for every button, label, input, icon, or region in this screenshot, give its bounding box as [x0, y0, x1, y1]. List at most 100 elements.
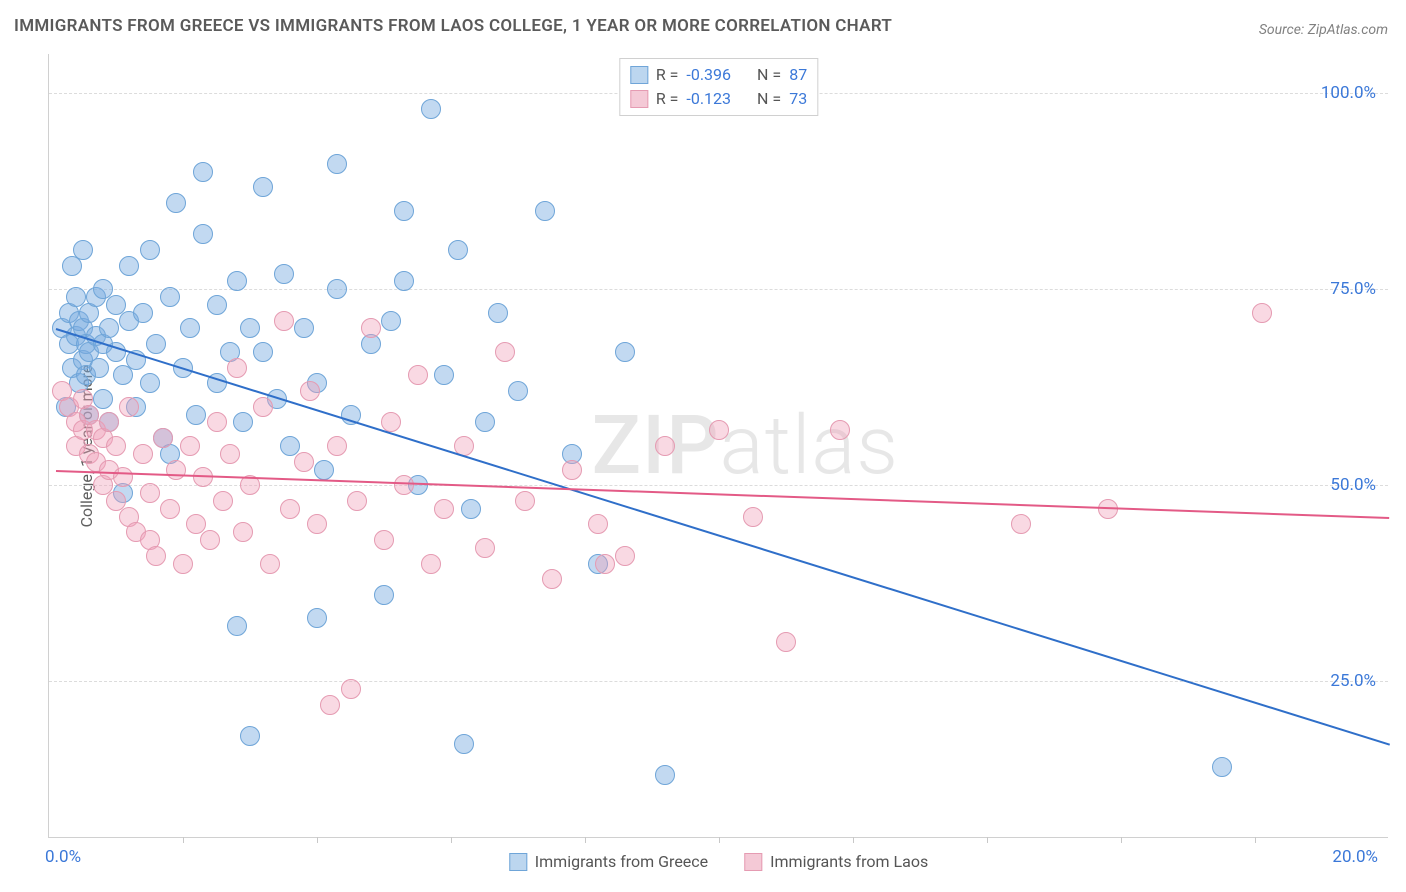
x-tick-mark: [183, 837, 184, 843]
scatter-point: [133, 444, 153, 464]
scatter-point: [394, 475, 414, 495]
swatch-laos: [630, 90, 648, 108]
series-legend: Immigrants from Greece Immigrants from L…: [509, 852, 928, 871]
scatter-point: [776, 632, 796, 652]
scatter-point: [253, 397, 273, 417]
scatter-point: [434, 365, 454, 385]
legend-row-greece: R = -0.396 N = 87: [630, 63, 807, 87]
source-attribution: Source: ZipAtlas.com: [1259, 22, 1388, 38]
y-tick-label: 25.0%: [1330, 671, 1376, 691]
scatter-point: [655, 765, 675, 785]
scatter-point: [253, 342, 273, 362]
scatter-point: [146, 334, 166, 354]
scatter-point: [314, 460, 334, 480]
scatter-point: [227, 616, 247, 636]
n-label: N =: [757, 63, 781, 87]
scatter-point: [595, 554, 615, 574]
scatter-point: [1252, 303, 1272, 323]
scatter-point: [341, 679, 361, 699]
scatter-point: [448, 240, 468, 260]
legend-item-laos: Immigrants from Laos: [744, 852, 928, 871]
scatter-point: [374, 585, 394, 605]
scatter-point: [99, 412, 119, 432]
scatter-point: [830, 420, 850, 440]
r-value-greece: -0.396: [686, 63, 731, 87]
scatter-point: [1212, 757, 1232, 777]
x-tick-mark: [585, 837, 586, 843]
scatter-point: [274, 311, 294, 331]
x-tick-mark: [317, 837, 318, 843]
scatter-point: [200, 530, 220, 550]
scatter-point: [213, 491, 233, 511]
scatter-point: [160, 287, 180, 307]
swatch-greece: [509, 853, 527, 871]
scatter-point: [327, 436, 347, 456]
scatter-point: [588, 514, 608, 534]
scatter-point: [207, 295, 227, 315]
scatter-point: [233, 522, 253, 542]
scatter-point: [193, 162, 213, 182]
scatter-point: [307, 514, 327, 534]
scatter-point: [408, 365, 428, 385]
scatter-plot-area: ZIPatlas College, 1 year or more 25.0%50…: [48, 54, 1388, 838]
scatter-point: [394, 201, 414, 221]
watermark-thin: atlas: [720, 398, 899, 494]
scatter-point: [508, 381, 528, 401]
scatter-point: [327, 154, 347, 174]
x-tick-mark: [987, 837, 988, 843]
scatter-point: [119, 256, 139, 276]
scatter-point: [461, 499, 481, 519]
scatter-point: [1011, 514, 1031, 534]
scatter-point: [307, 608, 327, 628]
scatter-point: [495, 342, 515, 362]
x-tick-mark: [853, 837, 854, 843]
scatter-point: [207, 412, 227, 432]
scatter-point: [180, 318, 200, 338]
scatter-point: [193, 224, 213, 244]
scatter-point: [113, 365, 133, 385]
gridline: [49, 289, 1388, 290]
scatter-point: [421, 99, 441, 119]
scatter-point: [274, 264, 294, 284]
regression-line: [56, 470, 1389, 519]
scatter-point: [140, 373, 160, 393]
scatter-point: [475, 412, 495, 432]
n-value-laos: 73: [789, 87, 807, 111]
scatter-point: [106, 436, 126, 456]
scatter-point: [454, 734, 474, 754]
scatter-point: [280, 499, 300, 519]
scatter-point: [227, 271, 247, 291]
scatter-point: [327, 279, 347, 299]
r-label: R =: [656, 87, 679, 111]
scatter-point: [475, 538, 495, 558]
scatter-point: [153, 428, 173, 448]
scatter-point: [133, 303, 153, 323]
scatter-point: [535, 201, 555, 221]
legend-item-greece: Immigrants from Greece: [509, 852, 708, 871]
scatter-point: [394, 271, 414, 291]
scatter-point: [99, 318, 119, 338]
r-label: R =: [656, 63, 679, 87]
scatter-point: [240, 726, 260, 746]
scatter-point: [421, 554, 441, 574]
y-tick-label: 50.0%: [1330, 475, 1376, 495]
scatter-point: [173, 554, 193, 574]
correlation-legend: R = -0.396 N = 87 R = -0.123 N = 73: [619, 58, 818, 116]
scatter-point: [113, 467, 133, 487]
scatter-point: [146, 546, 166, 566]
scatter-point: [160, 499, 180, 519]
y-tick-label: 100.0%: [1321, 83, 1376, 103]
scatter-point: [233, 412, 253, 432]
scatter-point: [615, 342, 635, 362]
scatter-point: [140, 240, 160, 260]
scatter-point: [260, 554, 280, 574]
scatter-point: [488, 303, 508, 323]
x-axis-max-label: 20.0%: [1332, 847, 1378, 867]
scatter-point: [73, 240, 93, 260]
scatter-point: [347, 491, 367, 511]
scatter-point: [542, 569, 562, 589]
scatter-point: [361, 318, 381, 338]
x-tick-mark: [451, 837, 452, 843]
scatter-point: [294, 318, 314, 338]
swatch-greece: [630, 66, 648, 84]
